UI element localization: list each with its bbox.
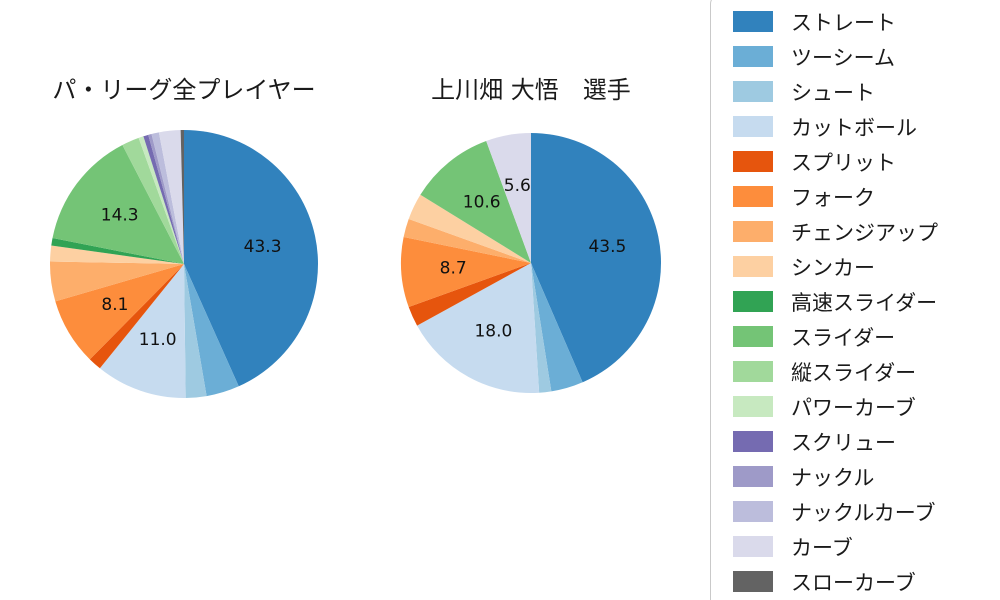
pie-slice: [138, 136, 184, 264]
pie-slice: [184, 264, 207, 398]
pie-value-label: 14.3: [101, 206, 139, 226]
pie-value-label: 43.5: [588, 237, 626, 257]
legend-item-label: ツーシーム: [791, 45, 895, 70]
legend-item: ナックル: [733, 459, 1000, 494]
legend-color-swatch: [733, 536, 773, 557]
legend-color-swatch: [733, 396, 773, 417]
pie-value-label: 8.1: [101, 295, 128, 315]
legend-item-label: シンカー: [791, 255, 875, 280]
legend-item: シュート: [733, 74, 1000, 109]
pie-slice: [531, 133, 662, 383]
legend-color-swatch: [733, 326, 773, 347]
pie-value-label: 10.6: [463, 193, 501, 213]
pie-slice: [143, 134, 184, 264]
legend-item-label: ストレート: [791, 10, 896, 35]
pie-value-label: 43.3: [244, 237, 282, 257]
pie-slice: [531, 263, 583, 392]
legend-item: ナックルカーブ: [733, 494, 1000, 529]
legend-color-swatch: [733, 501, 773, 522]
legend-item-label: カーブ: [791, 535, 853, 560]
legend-item-label: 高速スライダー: [791, 290, 938, 315]
right-chart-title: 上川畑 大悟 選手: [431, 76, 631, 104]
legend-item: ツーシーム: [733, 39, 1000, 74]
pie-slice: [50, 245, 184, 264]
legend-item: スライダー: [733, 319, 1000, 354]
pie-slice: [417, 263, 540, 393]
legend-item-label: ナックルカーブ: [791, 500, 936, 525]
legend-item-label: スライダー: [791, 325, 896, 350]
legend-color-swatch: [733, 431, 773, 452]
pie-slice: [180, 129, 184, 264]
legend-item-label: フォーク: [791, 185, 875, 210]
pie-slice: [49, 261, 184, 302]
pie-slice: [89, 264, 184, 369]
pie-slice: [408, 194, 531, 263]
legend-item-label: カットボール: [791, 115, 917, 140]
legend-item: シンカー: [733, 249, 1000, 284]
legend-item: パワーカーブ: [733, 389, 1000, 424]
pie-slice: [486, 133, 531, 263]
legend-item-label: スローカーブ: [791, 570, 916, 595]
legend-item-label: シュート: [791, 80, 875, 105]
pie-slice: [420, 140, 531, 263]
legend-color-swatch: [733, 256, 773, 277]
legend-item: スプリット: [733, 144, 1000, 179]
pie-slice: [151, 132, 184, 264]
legend-item: スクリュー: [733, 424, 1000, 459]
pie-slice: [51, 238, 184, 264]
legend-color-swatch: [733, 571, 773, 592]
legend-item-label: スクリュー: [791, 430, 896, 455]
legend-item: チェンジアップ: [733, 214, 1000, 249]
legend-item: ストレート: [733, 4, 1000, 39]
legend-color-swatch: [733, 81, 773, 102]
pie-slice: [184, 130, 318, 387]
left-chart-title: パ・リーグ全プレイヤー: [52, 76, 316, 104]
legend-color-swatch: [733, 116, 773, 137]
pie-slice: [99, 264, 186, 399]
legend-item: カーブ: [733, 529, 1000, 564]
pie-slice: [52, 144, 184, 264]
legend-color-swatch: [733, 221, 773, 242]
legend-item: 縦スライダー: [733, 354, 1000, 389]
legend-color-swatch: [733, 466, 773, 487]
pie-slice: [403, 218, 531, 263]
legend-color-swatch: [733, 151, 773, 172]
legend-color-swatch: [733, 291, 773, 312]
legend-color-swatch: [733, 46, 773, 67]
legend-item-label: ナックル: [791, 465, 875, 490]
legend-color-swatch: [733, 361, 773, 382]
legend-item-label: パワーカーブ: [791, 395, 916, 420]
legend-color-swatch: [733, 11, 773, 32]
legend-item: スローカーブ: [733, 564, 1000, 599]
pie-slice: [408, 263, 531, 326]
pie-value-label: 18.0: [474, 321, 512, 341]
pitch-type-legend: ストレートツーシームシュートカットボール スプリットフォークチェンジアップ シンカー…: [710, 0, 1000, 600]
legend-item: フォーク: [733, 179, 1000, 214]
legend-item-label: チェンジアップ: [791, 220, 938, 245]
pie-slice: [55, 264, 184, 360]
pie-slice: [122, 137, 184, 264]
pie-slice: [184, 264, 239, 397]
legend-item: 高速スライダー: [733, 284, 1000, 319]
legend-item: カットボール: [733, 109, 1000, 144]
legend-item-label: スプリット: [791, 150, 896, 175]
pie-slice: [401, 237, 531, 308]
pie-value-label: 8.7: [440, 259, 467, 279]
pie-slice: [158, 130, 184, 264]
legend-color-swatch: [733, 186, 773, 207]
pie-value-label: 5.6: [504, 176, 531, 196]
pie-slice: [531, 263, 552, 393]
legend-item-label: 縦スライダー: [791, 360, 917, 385]
pie-slice: [148, 134, 184, 264]
pie-value-label: 11.0: [139, 330, 177, 350]
